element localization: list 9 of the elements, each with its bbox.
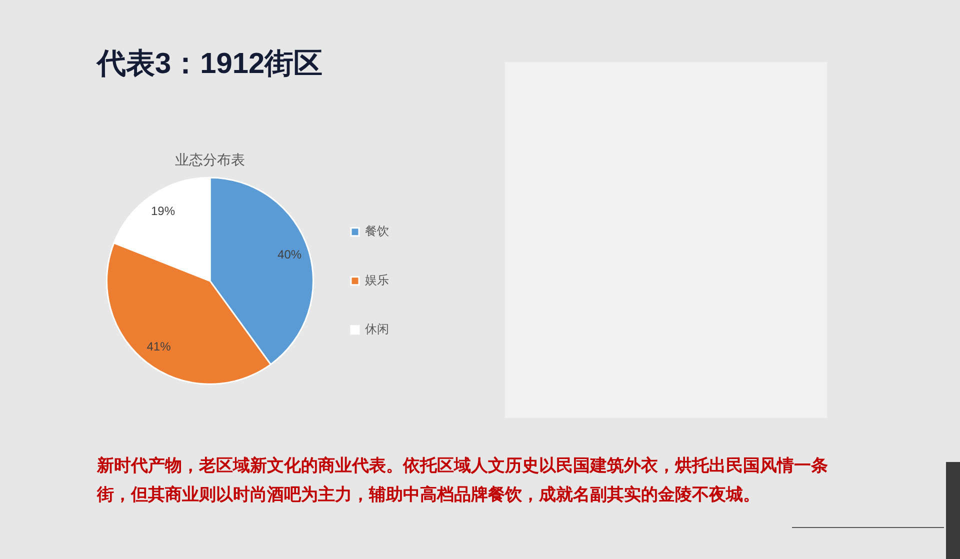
chart-subtitle: 业态分布表 — [175, 151, 245, 168]
text: 新时代产物，老区域新文化的商业代表。依托区域人文历史以民国建筑外衣，烘托出民国风情一条街，但其商业则以时尚酒吧为主力，辅助中高档品牌餐饮，成就名副其实的金陵不夜城。 — [97, 455, 829, 506]
data-label: 40% — [278, 247, 302, 262]
legend-label: 休闲 — [365, 322, 389, 336]
legend-label: 娱乐 — [365, 273, 389, 288]
legend-label: 餐饮 — [365, 224, 389, 238]
data-label: 41% — [146, 339, 172, 354]
chart-title: 代表3：1912街区 — [97, 47, 323, 82]
data-label: 19% — [150, 204, 176, 218]
